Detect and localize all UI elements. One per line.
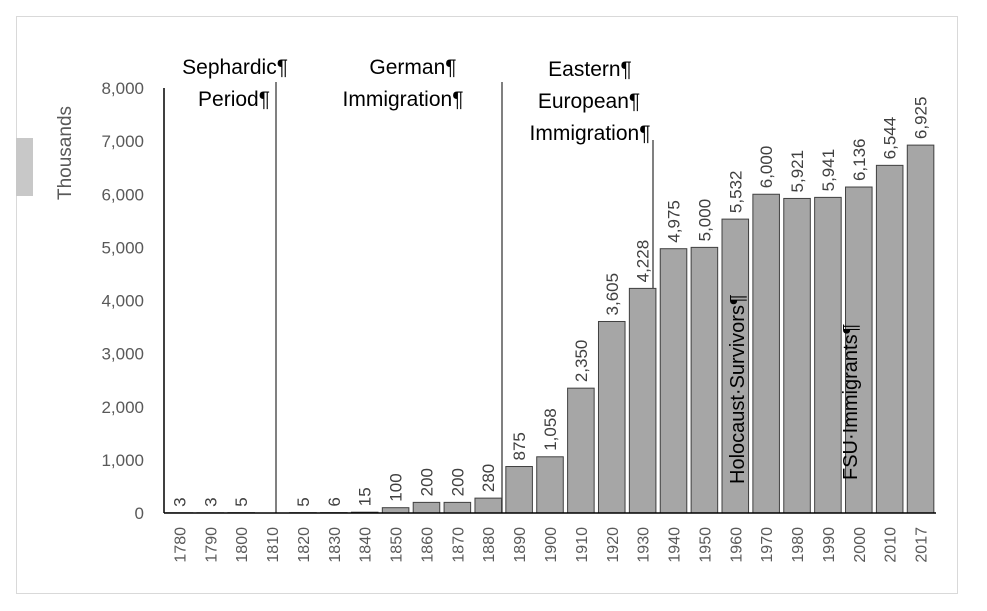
- bar-1940: [659, 248, 688, 514]
- bar-2010: [875, 164, 904, 514]
- data-label-1850: 100: [387, 473, 406, 501]
- era-sephardic-line2: Period¶: [198, 88, 270, 111]
- x-tick-label-1810: 1810: [265, 527, 282, 563]
- y-axis-label: Thousands: [55, 106, 76, 200]
- era-german-line1: German¶: [369, 56, 456, 79]
- x-tick-label-1960: 1960: [728, 527, 745, 563]
- data-label-1980: 5,921: [788, 150, 807, 193]
- y-tick-label: 3,000: [101, 345, 144, 364]
- data-label-1990: 5,941: [819, 149, 838, 192]
- data-label-1970: 6,000: [757, 146, 776, 189]
- x-tick-label-1900: 1900: [543, 527, 560, 563]
- x-tick-label-1940: 1940: [667, 527, 684, 563]
- x-tick-label-1790: 1790: [203, 527, 220, 563]
- bar-1970: [752, 193, 780, 514]
- bar-2000: [845, 186, 873, 514]
- y-tick-label: 6,000: [101, 185, 144, 204]
- annotation-fsu-immigrants: FSU·Immigrants¶: [840, 324, 862, 480]
- annotation-holocaust-survivors: Holocaust·Survivors¶: [727, 294, 749, 484]
- x-tick-label-1970: 1970: [759, 527, 776, 563]
- data-label-1920: 3,605: [603, 273, 622, 316]
- data-label-1950: 5,000: [695, 199, 714, 242]
- data-label-2000: 6,136: [850, 138, 869, 181]
- data-label-2010: 6,544: [881, 117, 900, 160]
- y-tick-label: 0: [135, 504, 144, 523]
- y-tick-label: 8,000: [101, 79, 144, 98]
- data-label-1900: 1,058: [541, 408, 560, 451]
- resize-handle[interactable]: [16, 138, 33, 196]
- x-tick-label-2000: 2000: [852, 527, 869, 563]
- data-label-1870: 200: [448, 468, 467, 496]
- era-german-line2: Immigration¶: [343, 88, 464, 111]
- x-tick-label-2017: 2017: [914, 527, 931, 563]
- bar-1860: [412, 501, 441, 514]
- data-label-1910: 2,350: [572, 340, 591, 383]
- era-eastern-line3: Immigration¶: [530, 122, 651, 145]
- data-label-1830: 6: [325, 497, 344, 506]
- x-tick-label-1830: 1830: [327, 527, 344, 563]
- bar-1890: [505, 466, 533, 514]
- era-eastern-line2: European¶: [538, 90, 640, 113]
- data-label-1800: 5: [232, 497, 251, 506]
- bars: [165, 144, 935, 514]
- bar-1960: [721, 218, 750, 514]
- data-label-1890: 875: [510, 432, 529, 460]
- x-tick-label-1860: 1860: [419, 527, 436, 563]
- x-tick-label-1930: 1930: [636, 527, 653, 563]
- x-axis-ticks: 1780 1790 1800 1810 1820 1830 1840 1850 1860 1870…: [172, 527, 930, 563]
- y-tick-label: 7,000: [101, 132, 144, 151]
- y-tick-label: 4,000: [101, 292, 144, 311]
- data-labels: 3 3 5 5 6 15 100 200 200 280 875 1,058 2,350 3,605 4,2…: [170, 97, 930, 507]
- data-label-2017: 6,925: [912, 97, 931, 140]
- x-tick-label-1780: 1780: [172, 527, 189, 563]
- x-tick-label-1920: 1920: [605, 527, 622, 563]
- x-tick-label-1910: 1910: [574, 527, 591, 563]
- x-tick-label-1950: 1950: [697, 527, 714, 563]
- x-tick-label-1890: 1890: [512, 527, 529, 563]
- bar-1910: [567, 387, 595, 514]
- bar-1870: [443, 501, 472, 514]
- data-label-1880: 280: [479, 464, 498, 492]
- x-tick-label-1880: 1880: [481, 527, 498, 563]
- x-tick-label-1870: 1870: [450, 527, 467, 563]
- data-label-1780: 3: [170, 497, 189, 506]
- data-label-1940: 4,975: [665, 200, 684, 243]
- x-tick-label-1820: 1820: [296, 527, 313, 563]
- bar-1990: [814, 196, 842, 514]
- data-label-1930: 4,228: [634, 240, 653, 283]
- data-label-1860: 200: [417, 468, 436, 496]
- y-tick-label: 5,000: [101, 238, 144, 257]
- x-tick-label-1840: 1840: [358, 527, 375, 563]
- y-tick-label: 2,000: [101, 398, 144, 417]
- x-tick-label-1800: 1800: [234, 527, 251, 563]
- bar-1980: [783, 197, 811, 514]
- bar-2017: [906, 144, 935, 514]
- data-label-1790: 3: [201, 497, 220, 506]
- x-tick-label-1990: 1990: [821, 527, 838, 563]
- bar-1920: [597, 320, 626, 514]
- bar-1930: [628, 287, 657, 514]
- data-label-1840: 15: [356, 487, 375, 506]
- x-tick-label-1850: 1850: [389, 527, 406, 563]
- y-tick-label: 1,000: [101, 451, 144, 470]
- era-sephardic-line1: Sephardic¶: [182, 56, 288, 79]
- bar-1900: [536, 456, 564, 514]
- bar-1850: [381, 507, 410, 514]
- bar-1950: [690, 246, 719, 514]
- bar-1880: [474, 497, 503, 514]
- x-tick-label-2010: 2010: [883, 527, 900, 563]
- data-label-1960: 5,532: [726, 171, 745, 214]
- era-eastern-line1: Eastern¶: [548, 58, 632, 81]
- x-tick-label-1980: 1980: [790, 527, 807, 563]
- y-axis-ticks: 0 1,000 2,000 3,000 4,000 5,000 6,000 7,000 8,00…: [101, 79, 144, 523]
- data-label-1820: 5: [294, 497, 313, 506]
